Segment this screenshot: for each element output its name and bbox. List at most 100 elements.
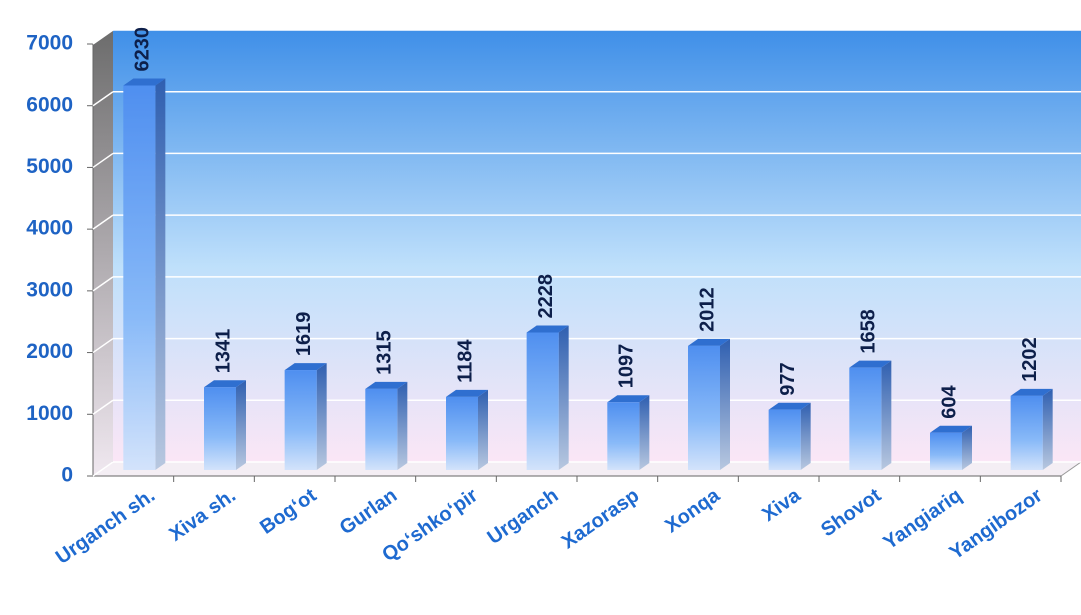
value-label: 1202 <box>1019 337 1041 382</box>
bar-front <box>768 409 801 470</box>
value-label: 6230 <box>132 27 154 72</box>
bar <box>1010 388 1053 470</box>
y-tick-label: 1000 <box>26 402 73 425</box>
bar-front <box>1010 395 1043 470</box>
bar-front <box>607 402 640 470</box>
grid-line <box>92 152 114 169</box>
bar-side <box>236 380 246 470</box>
bar-front <box>849 367 882 470</box>
value-label: 1619 <box>293 312 315 357</box>
bar-top <box>849 360 892 368</box>
back-wall <box>113 30 1081 462</box>
bar <box>123 78 166 471</box>
bar-front-tint <box>930 432 962 470</box>
bar-top <box>768 402 811 410</box>
value-label: 2012 <box>696 287 718 332</box>
bar-front-tint <box>607 402 640 470</box>
bar-top <box>204 380 246 388</box>
bar-side <box>478 389 488 470</box>
bar-top <box>123 78 166 86</box>
bar-front-tint <box>849 367 882 470</box>
grid-line <box>92 29 114 45</box>
bar <box>688 338 730 470</box>
bar-front <box>284 370 317 470</box>
bar <box>204 380 246 470</box>
bar <box>446 389 488 470</box>
y-tick-label: 5000 <box>26 155 73 178</box>
y-tick-label: 6000 <box>26 93 73 116</box>
bar <box>607 395 650 470</box>
grid-line <box>92 337 114 354</box>
bar-side <box>962 425 972 470</box>
x-tick-label: Xazorasp <box>558 484 643 553</box>
bar-side <box>639 395 650 470</box>
bar-top <box>446 389 488 397</box>
x-tick-label: Xiva sh. <box>165 484 240 545</box>
value-label: 1315 <box>374 330 396 375</box>
bar-side <box>155 78 166 471</box>
value-label: 1097 <box>616 344 638 389</box>
bar-front-tint <box>204 387 236 470</box>
bar-front <box>930 432 962 470</box>
x-tick-label: Urganch sh. <box>52 484 159 568</box>
plot-walls <box>91 30 1081 477</box>
y-tick-label: 3000 <box>26 278 73 301</box>
bar-side <box>1042 388 1053 470</box>
x-tick-label: Gurlan <box>336 484 401 539</box>
value-label: 1658 <box>858 309 880 354</box>
bar <box>365 381 408 470</box>
value-label: 1341 <box>212 329 234 374</box>
bar-top <box>284 363 327 371</box>
x-tick-label: Bog‘ot <box>256 484 321 539</box>
bar-front <box>446 396 478 470</box>
bar-top <box>607 395 650 403</box>
bar-front-tint <box>123 85 156 471</box>
bar <box>768 402 811 470</box>
bar-front-tint <box>526 332 559 470</box>
x-tick-label: Xiva <box>758 484 805 526</box>
y-tick-label: 0 <box>61 464 73 487</box>
bar-front-tint <box>688 345 720 470</box>
bar <box>526 325 569 470</box>
value-label: 1184 <box>454 339 476 383</box>
x-tick-label: Shovot <box>817 484 885 541</box>
value-label: 604 <box>938 384 960 418</box>
bar <box>284 363 327 470</box>
bar-top <box>1010 388 1053 396</box>
bar-front <box>365 388 398 470</box>
bar-side <box>720 338 730 470</box>
bar-side <box>881 360 892 470</box>
bar-front <box>526 332 559 470</box>
grid-line <box>92 461 114 477</box>
grid-line <box>92 214 114 230</box>
side-wall <box>93 30 113 476</box>
x-tick-label: Urganch <box>483 484 562 549</box>
bar-front-tint <box>365 388 398 470</box>
y-tick-label: 2000 <box>26 340 73 363</box>
bar-front <box>688 345 720 470</box>
bar-front-tint <box>768 409 801 470</box>
bar-front <box>204 387 236 470</box>
y-tick-label: 7000 <box>26 32 73 55</box>
bar-top <box>930 425 972 433</box>
bar-side <box>397 381 408 470</box>
bar <box>930 425 972 470</box>
grid-line <box>92 399 114 415</box>
y-tick-label: 4000 <box>26 217 73 240</box>
grid-line <box>92 91 114 107</box>
value-label: 2228 <box>535 274 557 319</box>
bar-front <box>123 85 156 471</box>
bar-front-tint <box>1010 395 1043 470</box>
bar-front-tint <box>284 370 317 470</box>
bar-side <box>558 325 569 470</box>
x-tick-label: Xonqa <box>661 484 724 538</box>
bar <box>849 360 892 470</box>
grid-line <box>92 276 114 292</box>
bar-side <box>316 363 327 470</box>
bar-top <box>688 338 730 346</box>
bar-side <box>800 402 811 470</box>
bar-top <box>365 381 408 389</box>
value-label: 977 <box>777 362 799 395</box>
bar-front-tint <box>446 396 478 470</box>
